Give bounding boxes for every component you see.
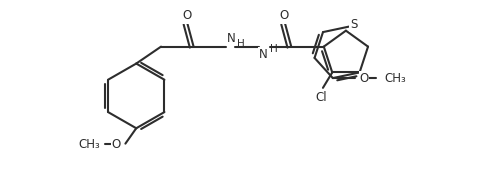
Text: CH₃: CH₃: [384, 72, 406, 85]
Text: CH₃: CH₃: [79, 138, 101, 151]
Text: H: H: [237, 39, 245, 49]
Text: O: O: [182, 9, 191, 22]
Text: O: O: [112, 138, 121, 151]
Text: Cl: Cl: [316, 91, 327, 104]
Text: S: S: [350, 18, 357, 31]
Text: O: O: [280, 9, 289, 22]
Text: N: N: [259, 48, 268, 61]
Text: N: N: [226, 32, 235, 45]
Text: H: H: [270, 44, 277, 54]
Text: O: O: [359, 72, 368, 85]
